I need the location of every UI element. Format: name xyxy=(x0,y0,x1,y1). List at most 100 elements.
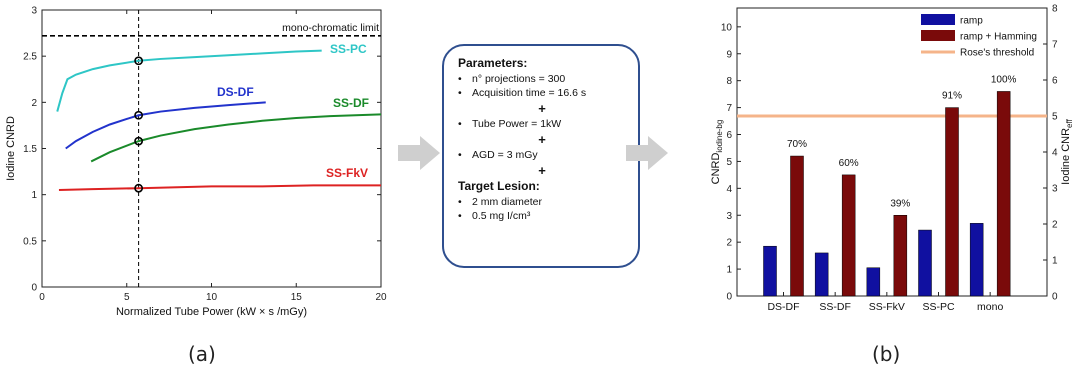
bar-ramp-hamming xyxy=(945,107,959,297)
legend-swatch xyxy=(921,14,955,25)
x-tick-label: 10 xyxy=(206,292,218,303)
series-marker xyxy=(134,183,144,193)
lesion-concentration: 0.5 mg I/cm³ xyxy=(472,210,531,222)
y-axis-label: Iodine CNRD xyxy=(5,116,17,181)
bullet: • xyxy=(458,87,462,99)
y2-axis-label-sub: eff xyxy=(1065,118,1074,128)
legend-label: ramp xyxy=(960,16,983,27)
bar-ramp xyxy=(814,252,829,297)
x-tick-label: DS-DF xyxy=(767,301,799,313)
parameters-box: Parameters: • n° projections = 300 • Acqui… xyxy=(442,44,640,268)
x-tick-label: 5 xyxy=(124,292,130,303)
bullet: • xyxy=(458,73,462,85)
right-arrow-icon xyxy=(398,136,440,170)
param-item: • 0.5 mg I/cm³ xyxy=(458,209,626,223)
param-acquisition-time: Acquisition time = 16.6 s xyxy=(472,87,587,99)
y-axis-label-main: CNRD xyxy=(710,153,722,185)
bullet: • xyxy=(458,118,462,130)
series-label: SS-DF xyxy=(333,96,369,110)
legend-label: Rose's threshold xyxy=(960,48,1034,59)
x-axis-label: Normalized Tube Power (kW × s /mGy) xyxy=(116,306,307,318)
bar-ramp xyxy=(969,223,984,297)
param-tube-power: Tube Power = 1kW xyxy=(472,118,562,130)
bullet: • xyxy=(458,196,462,208)
y-tick-label: 7 xyxy=(726,103,732,114)
param-item: • Tube Power = 1kW xyxy=(458,117,626,131)
bar-ramp xyxy=(918,229,932,297)
bar-ramp-hamming xyxy=(996,91,1011,297)
y2-tick-label: 4 xyxy=(1052,148,1058,159)
series-line-ss-pc xyxy=(56,49,322,112)
bar-value-label: 39% xyxy=(890,198,910,209)
y-tick-label: 3 xyxy=(31,6,37,17)
series-label: SS-FkV xyxy=(326,166,368,180)
y-tick-label: 6 xyxy=(726,130,732,141)
y2-tick-label: 2 xyxy=(1052,220,1058,231)
y2-tick-label: 6 xyxy=(1052,76,1058,87)
x-tick-label: 20 xyxy=(375,292,387,303)
param-item: • 2 mm diameter xyxy=(458,195,626,209)
y-tick-label: 4 xyxy=(726,184,732,195)
y2-axis-label: Iodine CNReff xyxy=(1060,118,1074,184)
bar-ramp xyxy=(763,245,777,297)
y2-tick-label: 7 xyxy=(1052,40,1058,51)
y-tick-label: 2.5 xyxy=(23,52,37,63)
bar-ramp xyxy=(866,267,881,297)
bar-ramp-hamming xyxy=(841,174,856,297)
target-lesion-title: Target Lesion: xyxy=(458,179,540,193)
y-tick-label: 2 xyxy=(31,98,37,109)
x-tick-label: 0 xyxy=(39,292,45,303)
y-tick-label: 3 xyxy=(726,211,732,222)
series-label: SS-PC xyxy=(330,42,367,56)
y-tick-label: 0 xyxy=(31,283,37,294)
legend-swatch xyxy=(921,30,955,41)
series-line-ss-fkv xyxy=(58,184,381,192)
y-tick-label: 1.5 xyxy=(23,144,37,155)
bullet: • xyxy=(458,210,462,222)
lesion-diameter: 2 mm diameter xyxy=(472,196,543,208)
x-tick-label: SS-PC xyxy=(922,301,955,313)
series-marker xyxy=(134,56,144,66)
param-agd: AGD = 3 mGy xyxy=(472,149,538,161)
legend-label: ramp + Hamming xyxy=(960,32,1037,43)
y-tick-label: 2 xyxy=(726,238,732,249)
param-item: • Acquisition time = 16.6 s xyxy=(458,86,626,100)
y-axis-label-sub: iodine-bg xyxy=(715,120,724,153)
plus-sign: + xyxy=(538,163,546,178)
y-tick-label: 1 xyxy=(726,265,732,276)
series-marker xyxy=(134,110,144,120)
y2-tick-label: 5 xyxy=(1052,112,1058,123)
bar-ramp-hamming xyxy=(893,215,908,297)
param-item: • AGD = 3 mGy xyxy=(458,148,626,162)
y-tick-label: 0 xyxy=(726,292,732,303)
series-marker xyxy=(134,136,144,146)
x-tick-label: 15 xyxy=(291,292,303,303)
y-tick-label: 1 xyxy=(31,190,37,201)
y2-tick-label: 3 xyxy=(1052,184,1058,195)
bar-value-label: 91% xyxy=(942,91,962,102)
bar-value-label: 70% xyxy=(787,139,807,150)
right-arrow-icon xyxy=(626,136,668,170)
plus-sign: + xyxy=(538,101,546,116)
parameters-title: Parameters: xyxy=(458,56,528,70)
bullet: • xyxy=(458,149,462,161)
bar-ramp-hamming xyxy=(790,155,804,297)
y-tick-label: 0.5 xyxy=(23,236,37,247)
bar-value-label: 100% xyxy=(991,74,1017,85)
series-line-ds-df xyxy=(65,101,266,150)
chart-a: 0 5 10 15 20 0 0.5 1 1.5 2 2.5 3 Normalized Tube Pow… xyxy=(5,6,387,319)
plus-sign: + xyxy=(538,132,546,147)
y2-tick-label: 8 xyxy=(1052,4,1058,15)
param-projections: n° projections = 300 xyxy=(472,73,566,85)
x-tick-label: SS-DF xyxy=(819,301,851,313)
y2-tick-label: 1 xyxy=(1052,256,1058,267)
y-tick-label: 9 xyxy=(726,49,732,60)
y-axis-label: CNRDiodine-bg xyxy=(710,120,724,185)
bar-value-label: 60% xyxy=(839,158,859,169)
y-tick-label: 8 xyxy=(726,76,732,87)
param-item: • n° projections = 300 xyxy=(458,72,626,86)
caption-a: (a) xyxy=(188,342,216,366)
y-tick-label: 5 xyxy=(726,157,732,168)
y-tick-label: 10 xyxy=(721,22,733,33)
series-line-ss-df xyxy=(90,113,382,163)
